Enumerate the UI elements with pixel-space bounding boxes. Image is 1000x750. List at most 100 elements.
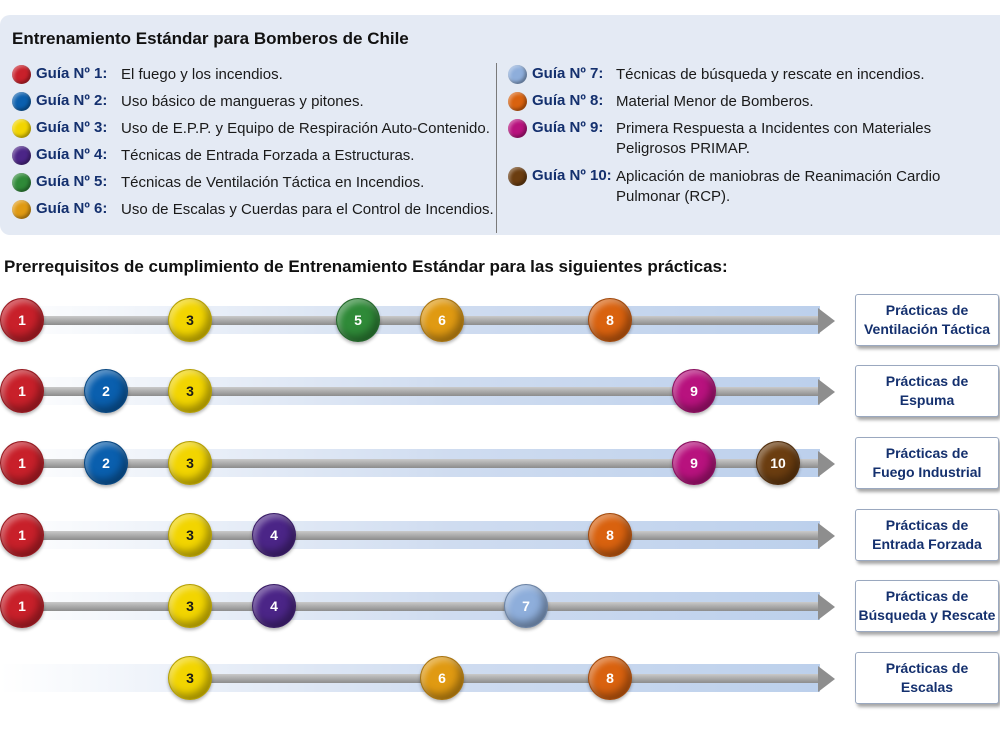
- guide-node-8: 8: [588, 513, 632, 557]
- legend-label: Guía Nº 7:: [532, 65, 604, 82]
- legend-desc: Técnicas de búsqueda y rescate en incend…: [616, 66, 925, 83]
- practice-label-box: Prácticas de Espuma: [855, 365, 999, 417]
- legend-desc: Uso básico de mangueras y pitones.: [121, 93, 364, 110]
- guide-node-3: 3: [168, 656, 212, 700]
- guide-node-3: 3: [168, 298, 212, 342]
- guide-node-8: 8: [588, 298, 632, 342]
- practice-row: 1 3 4 8 Prácticas de Entrada Forzada: [0, 505, 1000, 565]
- legend-label: Guía Nº 6:: [36, 200, 108, 217]
- practice-row: 1 3 5 6 8 Prácticas de Ventilación Táctica: [0, 290, 1000, 350]
- legend-desc: Uso de Escalas y Cuerdas para el Control…: [121, 201, 494, 218]
- practice-label-line1: Prácticas de: [885, 517, 969, 533]
- practice-label-box: Prácticas de Búsqueda y Rescate: [855, 580, 999, 632]
- legend-item-guide-3: Guía Nº 3: Uso de E.P.P. y Equipo de Res…: [12, 119, 490, 139]
- legend-item-guide-8: Guía Nº 8: Material Menor de Bomberos.: [508, 92, 946, 112]
- legend-label: Guía Nº 1:: [36, 65, 108, 82]
- guide-2-color-dot: [12, 92, 31, 111]
- guide-node-1: 1: [0, 369, 44, 413]
- guide-1-color-dot: [12, 65, 31, 84]
- legend-label: Guía Nº 9:: [532, 119, 604, 136]
- practice-label-box: Prácticas de Fuego Industrial: [855, 437, 999, 489]
- guide-node-9: 9: [672, 369, 716, 413]
- legend-title: Entrenamiento Estándar para Bomberos de …: [12, 29, 409, 48]
- guide-node-1: 1: [0, 441, 44, 485]
- guide-9-color-dot: [508, 119, 527, 138]
- guide-node-5: 5: [336, 298, 380, 342]
- guide-node-3: 3: [168, 584, 212, 628]
- guide-node-1: 1: [0, 513, 44, 557]
- legend-item-guide-5: Guía Nº 5: Técnicas de Ventilación Tácti…: [12, 173, 424, 193]
- practice-label-line2: Escalas: [900, 679, 954, 695]
- legend-panel: Entrenamiento Estándar para Bomberos de …: [0, 15, 1000, 235]
- row-bar: [22, 602, 818, 611]
- practice-label-line1: Prácticas de: [885, 373, 969, 389]
- practice-label-line2: Espuma: [899, 392, 955, 408]
- guide-node-6: 6: [420, 298, 464, 342]
- guide-10-color-dot: [508, 167, 527, 186]
- legend-desc: Aplicación de maniobras de Reanimación C…: [616, 168, 941, 205]
- practice-label-line2: Búsqueda y Rescate: [858, 607, 996, 623]
- legend-item-guide-2: Guía Nº 2: Uso básico de mangueras y pit…: [12, 92, 364, 112]
- legend-item-guide-4: Guía Nº 4: Técnicas de Entrada Forzada a…: [12, 146, 414, 166]
- row-bar: [22, 531, 818, 540]
- guide-4-color-dot: [12, 146, 31, 165]
- practice-label-line2: Ventilación Táctica: [863, 321, 991, 337]
- legend-desc: Primera Respuesta a Incidentes con Mater…: [616, 120, 932, 157]
- arrow-head-icon: [818, 523, 835, 549]
- guide-node-7: 7: [504, 584, 548, 628]
- legend-label: Guía Nº 3:: [36, 119, 108, 136]
- guide-node-1: 1: [0, 298, 44, 342]
- row-bar: [190, 674, 818, 683]
- practice-label-line2: Fuego Industrial: [872, 464, 982, 480]
- legend-label: Guía Nº 8:: [532, 92, 604, 109]
- legend-label: Guía Nº 5:: [36, 173, 108, 190]
- guide-node-4: 4: [252, 513, 296, 557]
- practice-label-line1: Prácticas de: [885, 445, 969, 461]
- practice-row: 1 2 3 9 10 Prácticas de Fuego Industrial: [0, 433, 1000, 493]
- guide-node-10: 10: [756, 441, 800, 485]
- guide-node-4: 4: [252, 584, 296, 628]
- guide-node-9: 9: [672, 441, 716, 485]
- guide-node-6: 6: [420, 656, 464, 700]
- practice-label-line1: Prácticas de: [885, 302, 969, 318]
- guide-node-3: 3: [168, 441, 212, 485]
- practice-row: 3 6 8 Prácticas de Escalas: [0, 648, 1000, 708]
- guide-node-8: 8: [588, 656, 632, 700]
- legend-desc: El fuego y los incendios.: [121, 66, 283, 83]
- arrow-head-icon: [818, 594, 835, 620]
- legend-item-guide-1: Guía Nº 1: El fuego y los incendios.: [12, 65, 283, 85]
- section-heading: Prerrequisitos de cumplimiento de Entren…: [4, 257, 728, 276]
- guide-node-1: 1: [0, 584, 44, 628]
- legend-item-guide-7: Guía Nº 7: Técnicas de búsqueda y rescat…: [508, 65, 946, 85]
- guide-8-color-dot: [508, 92, 527, 111]
- practice-label-line1: Prácticas de: [885, 660, 969, 676]
- legend-item-guide-6: Guía Nº 6: Uso de Escalas y Cuerdas para…: [12, 200, 494, 220]
- practice-label-box: Prácticas de Entrada Forzada: [855, 509, 999, 561]
- practice-row: 1 3 4 7 Prácticas de Búsqueda y Rescate: [0, 576, 1000, 636]
- legend-item-guide-10: Guía Nº 10: Aplicación de maniobras de R…: [508, 167, 946, 207]
- legend-label: Guía Nº 2:: [36, 92, 108, 109]
- legend-label: Guía Nº 10:: [532, 167, 612, 184]
- arrow-head-icon: [818, 451, 835, 477]
- practice-label-box: Prácticas de Escalas: [855, 652, 999, 704]
- legend-desc: Material Menor de Bomberos.: [616, 93, 814, 110]
- guide-node-3: 3: [168, 513, 212, 557]
- guide-node-3: 3: [168, 369, 212, 413]
- legend-divider: [496, 63, 497, 233]
- guide-node-2: 2: [84, 369, 128, 413]
- practice-label-line1: Prácticas de: [885, 588, 969, 604]
- legend-label: Guía Nº 4:: [36, 146, 108, 163]
- guide-6-color-dot: [12, 200, 31, 219]
- row-bar: [22, 387, 818, 396]
- guide-7-color-dot: [508, 65, 527, 84]
- guide-3-color-dot: [12, 119, 31, 138]
- legend-desc: Técnicas de Ventilación Táctica en Incen…: [121, 174, 425, 191]
- guide-5-color-dot: [12, 173, 31, 192]
- legend-desc: Uso de E.P.P. y Equipo de Respiración Au…: [121, 120, 490, 137]
- practice-row: 1 2 3 9 Prácticas de Espuma: [0, 361, 1000, 421]
- practice-label-box: Prácticas de Ventilación Táctica: [855, 294, 999, 346]
- legend-desc: Técnicas de Entrada Forzada a Estructura…: [121, 147, 415, 164]
- arrow-head-icon: [818, 379, 835, 405]
- legend-item-guide-9: Guía Nº 9: Primera Respuesta a Incidente…: [508, 119, 946, 159]
- arrow-head-icon: [818, 666, 835, 692]
